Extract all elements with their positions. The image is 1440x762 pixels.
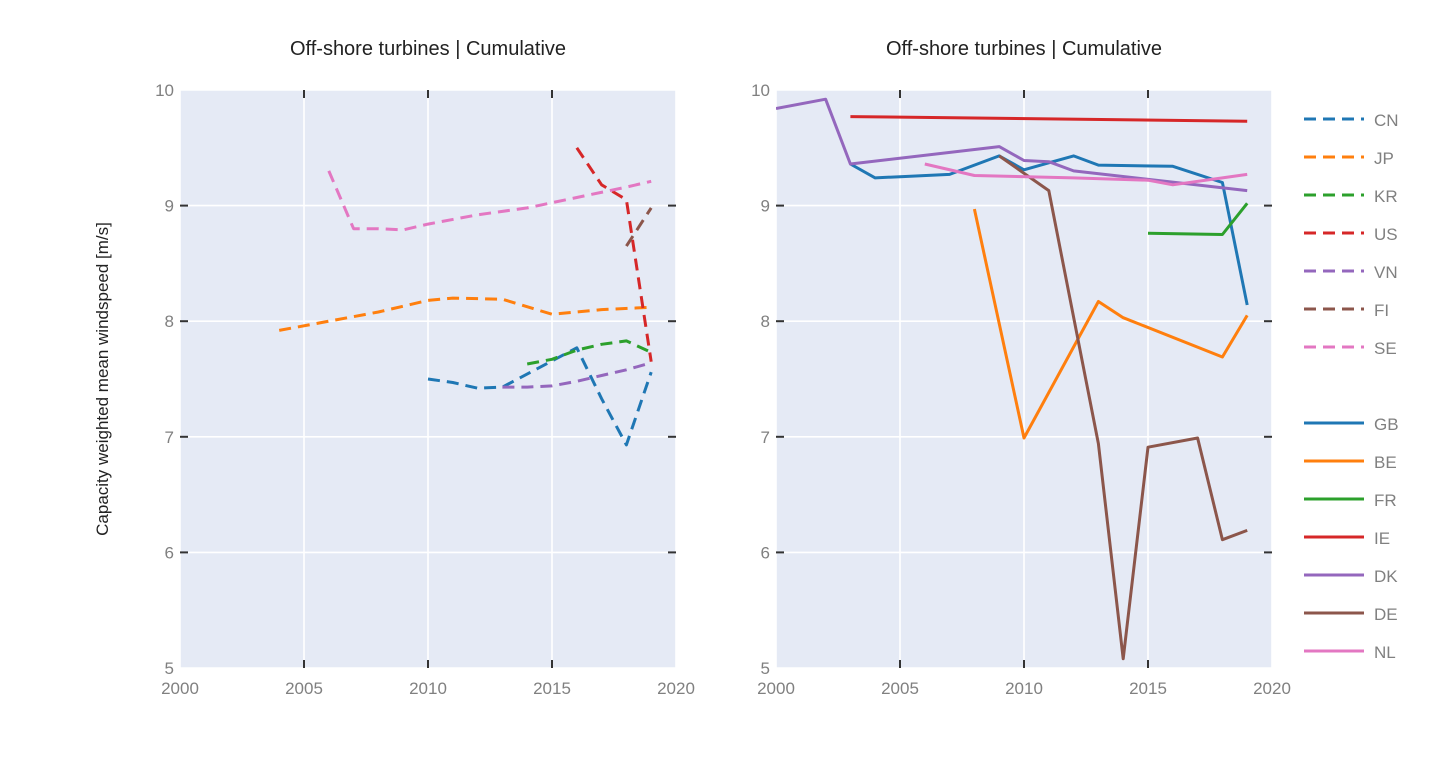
chart-title-left: Off-shore turbines | Cumulative bbox=[290, 38, 566, 60]
legend-label-us: US bbox=[1374, 225, 1398, 244]
y-tick-label-6: 6 bbox=[761, 543, 770, 562]
series-line-se bbox=[327, 170, 652, 232]
y-tick-label-8: 8 bbox=[761, 312, 770, 331]
series-line-jp bbox=[278, 296, 652, 332]
series-line-vn bbox=[502, 361, 652, 389]
x-tick-label-2010: 2010 bbox=[1005, 679, 1043, 698]
y-tick-label-10: 10 bbox=[751, 81, 770, 100]
legend-label-vn: VN bbox=[1374, 263, 1398, 282]
series-line-fi bbox=[625, 207, 653, 247]
series-line-be bbox=[972, 208, 1249, 440]
y-tick-label-6: 6 bbox=[165, 543, 174, 562]
y-tick-label-9: 9 bbox=[761, 197, 770, 216]
legend-label-nl: NL bbox=[1374, 643, 1396, 662]
x-tick-label-2005: 2005 bbox=[285, 679, 323, 698]
chart-left: Off-shore turbines | Cumulative 2000 2005… bbox=[155, 38, 695, 698]
chart-title-right: Off-shore turbines | Cumulative bbox=[886, 38, 1162, 60]
y-tick-label-7: 7 bbox=[165, 428, 174, 447]
legend-label-gb: GB bbox=[1374, 415, 1399, 434]
series-line-dk bbox=[776, 97, 1248, 193]
series-line-cn bbox=[427, 346, 653, 447]
x-tick-label-2020: 2020 bbox=[657, 679, 695, 698]
chart-right: Off-shore turbines | Cumulative 2000 2005… bbox=[751, 38, 1291, 698]
series-line-gb bbox=[849, 154, 1249, 306]
x-tick-label-2020: 2020 bbox=[1253, 679, 1291, 698]
legend-label-de: DE bbox=[1374, 605, 1398, 624]
series-line-ie bbox=[850, 115, 1248, 123]
legend-label-jp: JP bbox=[1374, 149, 1394, 168]
x-tick-label-2015: 2015 bbox=[533, 679, 571, 698]
y-tick-label-5: 5 bbox=[165, 659, 174, 678]
legend-label-ie: IE bbox=[1374, 529, 1390, 548]
legend-label-cn: CN bbox=[1374, 111, 1399, 130]
x-tick-label-2015: 2015 bbox=[1129, 679, 1167, 698]
legend-label-se: SE bbox=[1374, 339, 1397, 358]
series-line-nl bbox=[924, 162, 1248, 187]
series-line-de bbox=[998, 154, 1248, 661]
x-tick-label-2000: 2000 bbox=[757, 679, 795, 698]
x-tick-label-2010: 2010 bbox=[409, 679, 447, 698]
legend-label-dk: DK bbox=[1374, 567, 1398, 586]
series-line-us bbox=[575, 146, 653, 362]
y-tick-label-9: 9 bbox=[165, 197, 174, 216]
y-tick-label-5: 5 bbox=[761, 659, 770, 678]
legend-label-fr: FR bbox=[1374, 491, 1397, 510]
series-line-fr bbox=[1147, 202, 1249, 236]
legend-label-be: BE bbox=[1374, 453, 1397, 472]
y-tick-label-7: 7 bbox=[761, 428, 770, 447]
x-tick-label-2005: 2005 bbox=[881, 679, 919, 698]
x-tick-label-2000: 2000 bbox=[161, 679, 199, 698]
series-line-kr bbox=[526, 339, 652, 366]
y-tick-label-10: 10 bbox=[155, 81, 174, 100]
legend-label-fi: FI bbox=[1374, 301, 1389, 320]
y-axis-label: Capacity weighted mean windspeed [m/s] bbox=[93, 222, 112, 536]
legend-label-kr: KR bbox=[1374, 187, 1398, 206]
y-tick-label-8: 8 bbox=[165, 312, 174, 331]
legend: CN JP KR US VN FI SE GB BE FR IE DK DE NL bbox=[1304, 111, 1399, 662]
